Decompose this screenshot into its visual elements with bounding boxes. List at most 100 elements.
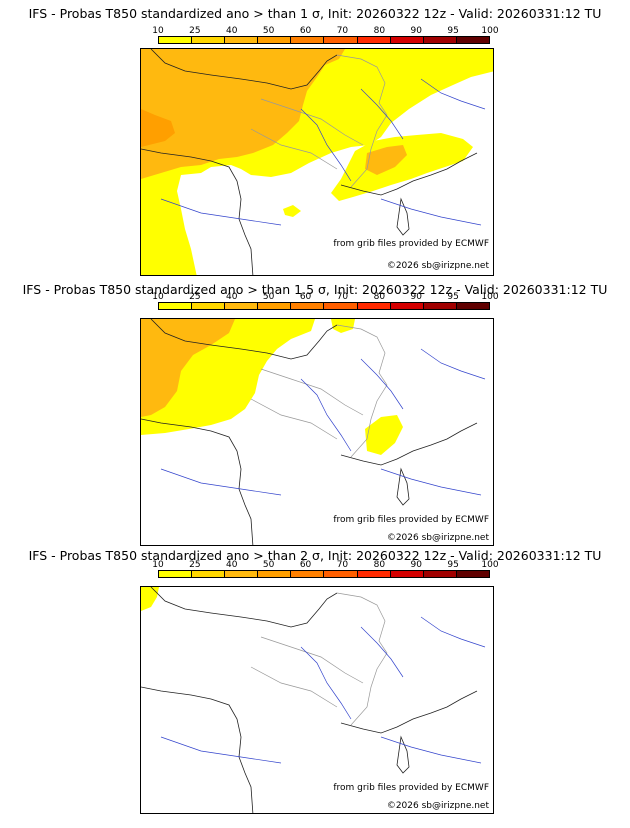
colorbar-label: 25 bbox=[189, 292, 201, 302]
colorbar-swatch bbox=[390, 37, 424, 43]
colorbar-swatch bbox=[423, 571, 457, 577]
colorbar-label: 80 bbox=[373, 26, 386, 36]
colorbar-labels: 10 25 40 50 60 70 80 90 95 100 bbox=[152, 26, 498, 36]
colorbar-swatch bbox=[258, 37, 292, 43]
colorbar-swatch bbox=[225, 571, 259, 577]
colorbar-swatch bbox=[423, 303, 457, 309]
colorbar-label: 80 bbox=[373, 292, 386, 302]
colorbar-swatch bbox=[159, 303, 193, 309]
colorbar-swatch bbox=[357, 303, 391, 309]
rivers bbox=[160, 616, 486, 764]
colorbar-labels: 10 25 40 50 60 70 80 90 95 100 bbox=[152, 560, 498, 570]
colorbar-label: 70 bbox=[336, 560, 349, 570]
prob-area-10 bbox=[141, 587, 159, 611]
colorbar-swatch bbox=[291, 37, 325, 43]
panel-title: IFS - Probas T850 standardized ano > tha… bbox=[22, 282, 608, 297]
colorbar-label: 90 bbox=[410, 26, 422, 36]
colorbar-swatch bbox=[291, 303, 325, 309]
colorbar-label: 10 bbox=[152, 26, 164, 36]
colorbar-swatch bbox=[258, 303, 292, 309]
colorbar-label: 90 bbox=[410, 292, 422, 302]
colorbar-label: 60 bbox=[299, 26, 312, 36]
colorbar-label: 60 bbox=[299, 560, 312, 570]
prob-area-40 bbox=[141, 109, 175, 147]
colorbar-label: 25 bbox=[189, 560, 201, 570]
colorbar-swatch bbox=[159, 37, 193, 43]
panel-2: IFS - Probas T850 standardized ano > tha… bbox=[0, 276, 630, 552]
coastline bbox=[141, 49, 478, 275]
colorbar-label: 90 bbox=[410, 560, 422, 570]
panel-3: IFS - Probas T850 standardized ano > tha… bbox=[0, 548, 630, 828]
colorbar-label: 70 bbox=[336, 292, 349, 302]
map-svg bbox=[141, 49, 493, 275]
colorbar-label: 100 bbox=[481, 560, 499, 570]
colorbar-swatches bbox=[158, 570, 490, 578]
source-credit: from grib files provided by ECMWF bbox=[333, 515, 489, 525]
colorbar-swatch bbox=[357, 571, 391, 577]
colorbar-swatch bbox=[225, 303, 259, 309]
borders bbox=[250, 592, 388, 726]
colorbar-swatch bbox=[258, 571, 292, 577]
panel-title: IFS - Probas T850 standardized ano > tha… bbox=[28, 6, 602, 21]
coastline bbox=[141, 587, 478, 813]
borders bbox=[250, 324, 388, 458]
colorbar-label: 70 bbox=[336, 26, 349, 36]
colorbar-swatch bbox=[456, 571, 489, 577]
colorbar-swatch bbox=[324, 303, 358, 309]
copyright-credit: ©2026 sb@irizpne.net bbox=[386, 533, 489, 543]
colorbar-swatch bbox=[456, 303, 489, 309]
colorbar-label: 80 bbox=[373, 560, 386, 570]
colorbar-label: 100 bbox=[481, 292, 499, 302]
panel-title: IFS - Probas T850 standardized ano > tha… bbox=[28, 548, 602, 563]
colorbar-swatch bbox=[192, 37, 226, 43]
colorbar-swatch bbox=[225, 37, 259, 43]
prob-area-10-alps bbox=[331, 133, 473, 201]
colorbar-labels: 10 25 40 50 60 70 80 90 95 100 bbox=[152, 292, 498, 302]
prob-area-25-alps bbox=[365, 145, 407, 175]
borders bbox=[250, 54, 388, 188]
colorbar-label: 60 bbox=[299, 292, 312, 302]
colorbar-label: 50 bbox=[262, 560, 275, 570]
rivers bbox=[160, 348, 486, 496]
rivers bbox=[160, 78, 486, 226]
colorbar-swatch bbox=[324, 37, 358, 43]
colorbar-swatches bbox=[158, 36, 490, 44]
colorbar-swatch bbox=[192, 571, 226, 577]
colorbar-label: 40 bbox=[226, 292, 238, 302]
colorbar-swatch bbox=[423, 37, 457, 43]
colorbar-swatch bbox=[324, 571, 358, 577]
colorbar-label: 50 bbox=[262, 26, 275, 36]
colorbar-swatch bbox=[390, 571, 424, 577]
copyright-credit: ©2026 sb@irizpne.net bbox=[386, 261, 489, 271]
panel-1: IFS - Probas T850 standardized ano > tha… bbox=[0, 0, 630, 276]
coastline bbox=[141, 319, 478, 545]
prob-area-10-spot bbox=[283, 205, 301, 217]
colorbar-swatches bbox=[158, 302, 490, 310]
copyright-credit: ©2026 sb@irizpne.net bbox=[386, 801, 489, 811]
prob-area-25 bbox=[141, 49, 345, 179]
colorbar-label: 50 bbox=[262, 292, 275, 302]
colorbar-label: 10 bbox=[152, 560, 164, 570]
colorbar-swatch bbox=[357, 37, 391, 43]
colorbar-label: 10 bbox=[152, 292, 164, 302]
colorbar-label: 95 bbox=[447, 560, 459, 570]
colorbar-swatch bbox=[291, 571, 325, 577]
colorbar-swatch bbox=[159, 571, 193, 577]
colorbar-label: 40 bbox=[226, 560, 238, 570]
prob-area-10-alps bbox=[365, 415, 403, 455]
map-svg bbox=[141, 587, 486, 813]
colorbar-label: 25 bbox=[189, 26, 201, 36]
probability-map: from grib files provided by ECMWF ©2026 … bbox=[140, 48, 494, 276]
colorbar-label: 95 bbox=[447, 292, 459, 302]
colorbar-label: 40 bbox=[226, 26, 238, 36]
colorbar-label: 95 bbox=[447, 26, 459, 36]
source-credit: from grib files provided by ECMWF bbox=[333, 239, 489, 249]
colorbar-swatch bbox=[192, 303, 226, 309]
colorbar-swatch bbox=[456, 37, 489, 43]
source-credit: from grib files provided by ECMWF bbox=[333, 783, 489, 793]
probability-map: from grib files provided by ECMWF ©2026 … bbox=[140, 318, 494, 546]
colorbar-label: 100 bbox=[481, 26, 499, 36]
map-svg bbox=[141, 319, 486, 545]
prob-area-25 bbox=[141, 319, 235, 417]
colorbar-swatch bbox=[390, 303, 424, 309]
